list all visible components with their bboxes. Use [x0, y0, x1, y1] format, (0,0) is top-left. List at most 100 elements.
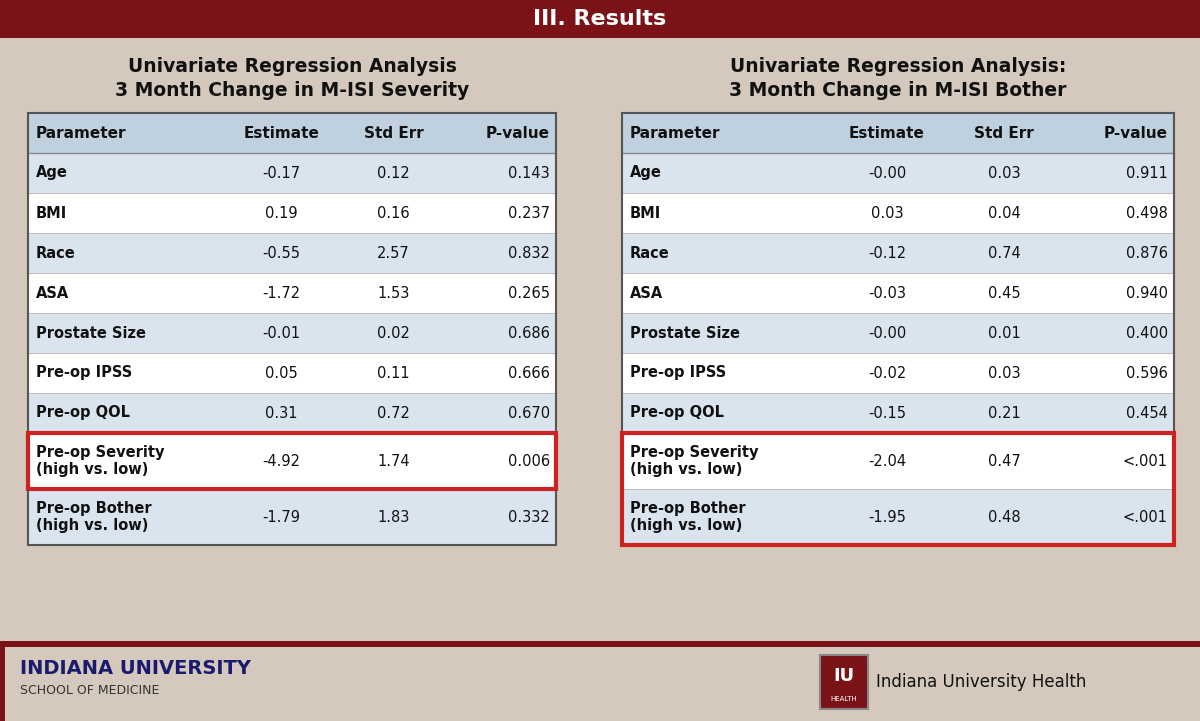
Bar	[28, 313, 556, 353]
Text: -0.00: -0.00	[868, 166, 906, 180]
Text: 0.31: 0.31	[265, 405, 298, 420]
Text: Univariate Regression Analysis: Univariate Regression Analysis	[127, 56, 456, 76]
Text: 0.19: 0.19	[265, 205, 298, 221]
Text: 0.03: 0.03	[988, 366, 1020, 381]
Text: -0.12: -0.12	[868, 245, 906, 260]
Text: Std Err: Std Err	[364, 125, 424, 141]
Text: -0.00: -0.00	[868, 325, 906, 340]
Text: -4.92: -4.92	[263, 454, 300, 469]
Bar	[622, 433, 1174, 545]
Bar	[820, 655, 868, 709]
Text: Prostate Size: Prostate Size	[630, 325, 740, 340]
Bar	[622, 113, 1174, 545]
Text: Age: Age	[630, 166, 662, 180]
Bar	[622, 489, 1174, 545]
Bar	[622, 433, 1174, 489]
Bar	[622, 113, 1174, 153]
Text: Estimate: Estimate	[850, 125, 925, 141]
Text: 3 Month Change in M-ISI Severity: 3 Month Change in M-ISI Severity	[115, 81, 469, 99]
Text: Pre-op Severity
(high vs. low): Pre-op Severity (high vs. low)	[36, 445, 164, 477]
Text: 0.237: 0.237	[508, 205, 550, 221]
Text: ASA: ASA	[630, 286, 664, 301]
Bar	[0, 641, 1200, 647]
Text: 0.05: 0.05	[265, 366, 298, 381]
Text: Pre-op Bother
(high vs. low): Pre-op Bother (high vs. low)	[630, 501, 745, 534]
Text: INDIANA UNIVERSITY: INDIANA UNIVERSITY	[20, 660, 251, 678]
Text: 0.940: 0.940	[1126, 286, 1168, 301]
Text: Prostate Size: Prostate Size	[36, 325, 146, 340]
Text: 0.832: 0.832	[508, 245, 550, 260]
Bar	[28, 489, 556, 545]
Text: 0.12: 0.12	[377, 166, 410, 180]
Text: Indiana University Health: Indiana University Health	[876, 673, 1086, 691]
Bar	[0, 0, 1200, 38]
Bar	[28, 153, 556, 193]
Bar	[28, 433, 556, 489]
Text: <.001: <.001	[1123, 454, 1168, 469]
Bar	[28, 273, 556, 313]
Text: 0.454: 0.454	[1126, 405, 1168, 420]
Bar	[28, 113, 556, 153]
Text: 2.57: 2.57	[377, 245, 410, 260]
Text: -0.15: -0.15	[868, 405, 906, 420]
Text: III. Results: III. Results	[533, 9, 667, 29]
Text: 0.876: 0.876	[1126, 245, 1168, 260]
Text: HEALTH: HEALTH	[830, 696, 857, 702]
Text: Race: Race	[630, 245, 670, 260]
Text: -0.02: -0.02	[868, 366, 906, 381]
Text: Pre-op QOL: Pre-op QOL	[36, 405, 130, 420]
Text: SCHOOL OF MEDICINE: SCHOOL OF MEDICINE	[20, 684, 160, 697]
Text: Pre-op IPSS: Pre-op IPSS	[36, 366, 132, 381]
Text: 1.53: 1.53	[378, 286, 410, 301]
Text: P-value: P-value	[1104, 125, 1168, 141]
Text: 0.498: 0.498	[1126, 205, 1168, 221]
Text: 0.16: 0.16	[377, 205, 410, 221]
Text: -0.17: -0.17	[263, 166, 300, 180]
Bar	[622, 393, 1174, 433]
Text: -0.01: -0.01	[263, 325, 300, 340]
Bar	[622, 193, 1174, 233]
Bar	[28, 113, 556, 545]
Text: <.001: <.001	[1123, 510, 1168, 524]
Text: Estimate: Estimate	[244, 125, 319, 141]
Text: 0.01: 0.01	[988, 325, 1021, 340]
Text: ASA: ASA	[36, 286, 70, 301]
Text: 0.332: 0.332	[509, 510, 550, 524]
Text: 0.911: 0.911	[1126, 166, 1168, 180]
Bar	[0, 641, 1200, 721]
Text: 0.45: 0.45	[988, 286, 1020, 301]
Bar	[28, 193, 556, 233]
Bar	[28, 233, 556, 273]
Text: Parameter: Parameter	[36, 125, 126, 141]
Bar	[622, 113, 1174, 545]
Text: 0.006: 0.006	[508, 454, 550, 469]
Text: P-value: P-value	[486, 125, 550, 141]
Text: Pre-op Severity
(high vs. low): Pre-op Severity (high vs. low)	[630, 445, 758, 477]
Bar	[622, 233, 1174, 273]
Text: -1.79: -1.79	[263, 510, 300, 524]
Text: 0.11: 0.11	[377, 366, 410, 381]
Text: -1.72: -1.72	[263, 286, 300, 301]
Text: -1.95: -1.95	[868, 510, 906, 524]
Text: -2.04: -2.04	[868, 454, 906, 469]
Text: 0.03: 0.03	[988, 166, 1020, 180]
Bar	[0, 647, 5, 721]
Bar	[28, 353, 556, 393]
Text: 0.74: 0.74	[988, 245, 1021, 260]
Text: Pre-op IPSS: Pre-op IPSS	[630, 366, 726, 381]
Bar	[622, 273, 1174, 313]
Text: 0.686: 0.686	[508, 325, 550, 340]
Text: Age: Age	[36, 166, 68, 180]
Text: BMI: BMI	[36, 205, 67, 221]
Bar	[622, 353, 1174, 393]
Text: Parameter: Parameter	[630, 125, 720, 141]
Text: 0.143: 0.143	[509, 166, 550, 180]
Text: 0.265: 0.265	[508, 286, 550, 301]
Text: Pre-op QOL: Pre-op QOL	[630, 405, 724, 420]
Text: 3 Month Change in M-ISI Bother: 3 Month Change in M-ISI Bother	[730, 81, 1067, 99]
Text: Std Err: Std Err	[974, 125, 1034, 141]
Text: 0.02: 0.02	[377, 325, 410, 340]
Bar	[28, 393, 556, 433]
Text: 0.04: 0.04	[988, 205, 1021, 221]
Text: 0.48: 0.48	[988, 510, 1020, 524]
